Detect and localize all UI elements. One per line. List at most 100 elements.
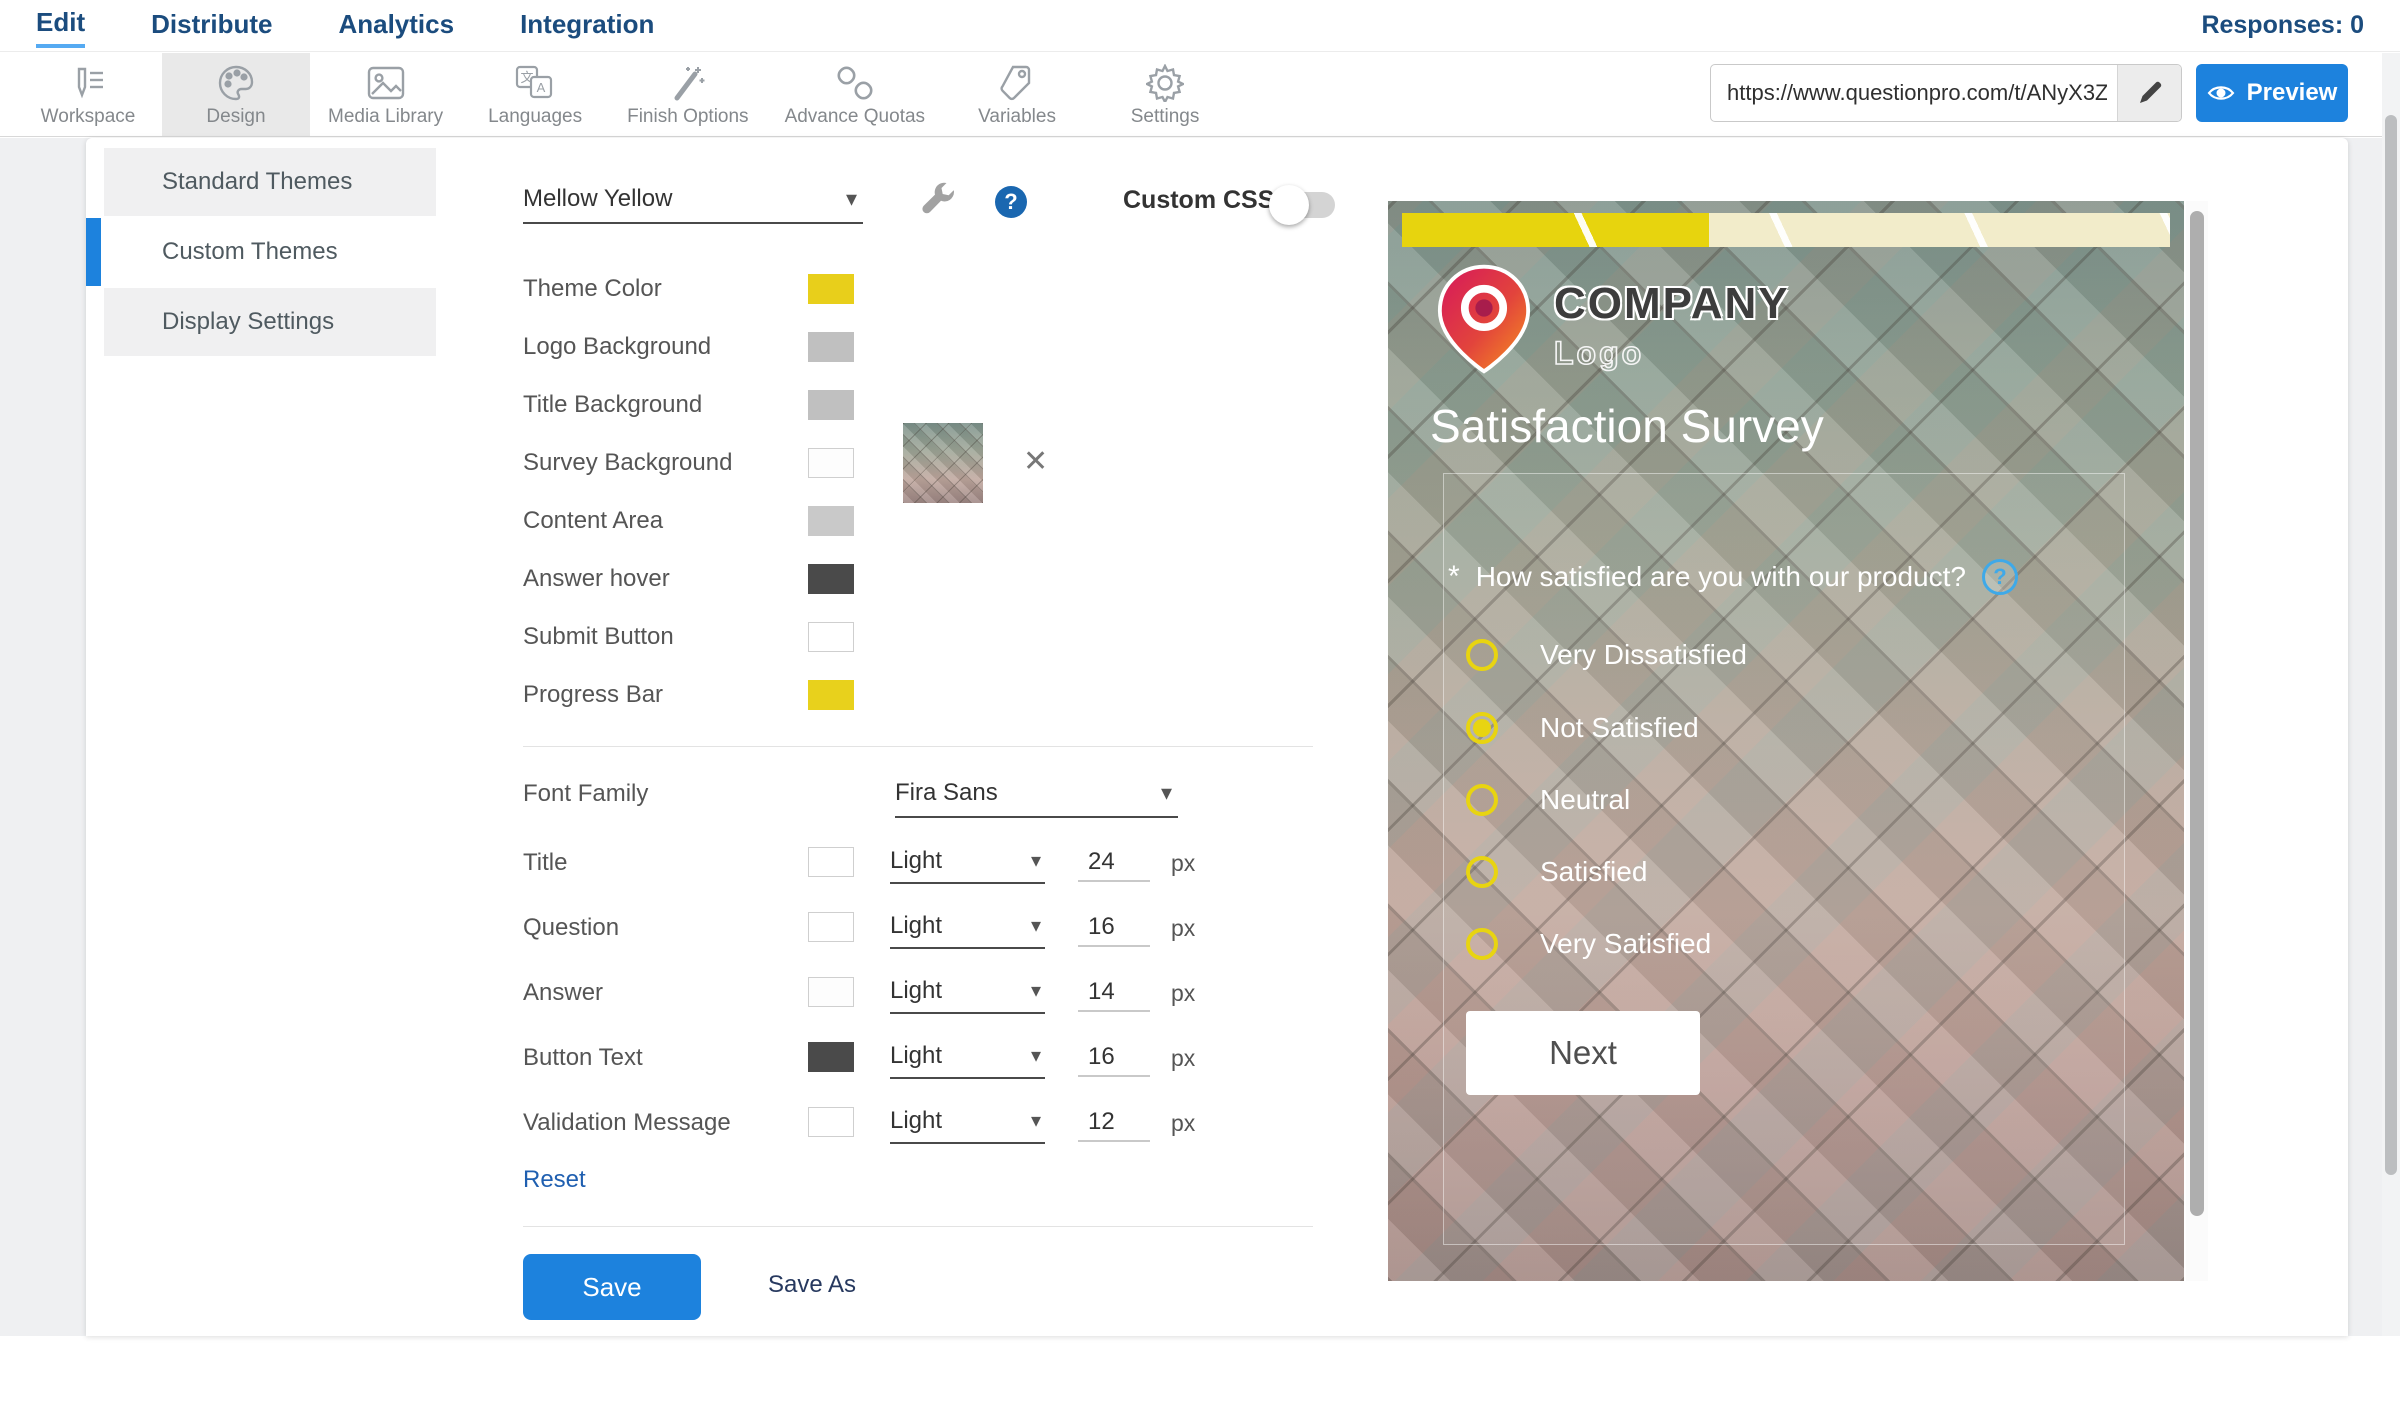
answer-weight-select[interactable]: Light ▾ xyxy=(890,972,1045,1014)
remove-background-image-icon[interactable]: ✕ xyxy=(1023,445,1049,478)
edit-url-button[interactable] xyxy=(2117,65,2181,121)
validation-size-input[interactable] xyxy=(1078,1104,1150,1142)
radio-option[interactable]: Neutral xyxy=(1466,784,1630,816)
chevron-down-icon: ▾ xyxy=(845,186,857,211)
survey-background-swatch[interactable] xyxy=(808,448,854,478)
font-row: Title Light ▾ px xyxy=(523,830,1348,895)
nav-tab-distribute[interactable]: Distribute xyxy=(151,9,273,39)
design-panel-card: Standard Themes Custom Themes Display Se… xyxy=(86,138,2348,1336)
survey-logo: COMPANY Logo xyxy=(1436,263,1790,375)
question-help-icon[interactable]: ? xyxy=(1981,559,2018,595)
required-marker: * xyxy=(1448,560,1460,593)
button-text-size-input[interactable] xyxy=(1078,1039,1150,1077)
question-font-color-swatch[interactable] xyxy=(808,912,854,942)
help-icon[interactable]: ? xyxy=(995,186,1027,218)
design-icon xyxy=(217,63,255,103)
toolbar-item-languages[interactable]: 文 A Languages xyxy=(461,53,609,136)
color-row: Content Area xyxy=(523,492,1348,550)
submit-button-swatch[interactable] xyxy=(808,622,854,652)
radio-button[interactable] xyxy=(1466,639,1498,671)
nav-tab-analytics[interactable]: Analytics xyxy=(338,9,455,39)
font-family-select[interactable]: Fira Sans ▾ xyxy=(895,772,1178,818)
page-scrollbar-thumb[interactable] xyxy=(2385,115,2397,1175)
preview-scrollbar[interactable] xyxy=(2186,201,2208,1281)
customize-theme-button[interactable] xyxy=(918,180,958,220)
theme-select[interactable]: Mellow Yellow ▾ xyxy=(523,178,863,224)
validation-weight-select[interactable]: Light ▾ xyxy=(890,1102,1045,1144)
title-background-swatch[interactable] xyxy=(808,390,854,420)
radio-option[interactable]: Satisfied xyxy=(1466,856,1647,888)
theme-select-value: Mellow Yellow xyxy=(523,185,673,212)
languages-icon: 文 A xyxy=(515,63,555,103)
title-font-color-swatch[interactable] xyxy=(808,847,854,877)
radio-button[interactable] xyxy=(1466,856,1498,888)
next-button[interactable]: Next xyxy=(1466,1011,1700,1095)
progress-bar-swatch[interactable] xyxy=(808,680,854,710)
px-unit-label: px xyxy=(1171,1045,1196,1071)
question-size-input[interactable] xyxy=(1078,909,1150,947)
sidebar-item-standard-themes[interactable]: Standard Themes xyxy=(104,148,436,216)
save-button[interactable]: Save xyxy=(523,1254,701,1320)
toolbar-item-finish-options[interactable]: Finish Options xyxy=(609,53,766,136)
radio-button[interactable] xyxy=(1466,928,1498,960)
preview-button[interactable]: Preview xyxy=(2196,64,2348,122)
title-size-input[interactable] xyxy=(1078,844,1150,882)
toolbar-item-variables[interactable]: Variables xyxy=(943,53,1091,136)
company-logo-sub: Logo xyxy=(1553,334,1645,372)
color-row-label: Title Background xyxy=(523,391,703,418)
eye-icon xyxy=(2207,83,2235,103)
survey-preview: COMPANY Logo Satisfaction Survey * How s… xyxy=(1388,201,2184,1281)
toolbar-item-label: Settings xyxy=(1130,106,1200,127)
save-as-link[interactable]: Save As xyxy=(768,1271,857,1298)
survey-background-image-thumb[interactable] xyxy=(903,423,983,503)
validation-font-color-swatch[interactable] xyxy=(808,1107,854,1137)
sidebar-item-display-settings[interactable]: Display Settings xyxy=(104,288,436,356)
radio-button[interactable] xyxy=(1466,784,1498,816)
chevron-down-icon: ▾ xyxy=(1030,915,1041,937)
scroll-to-top-button[interactable] xyxy=(2396,1384,2400,1424)
reset-link[interactable]: Reset xyxy=(523,1166,586,1193)
toolbar-item-workspace[interactable]: Workspace xyxy=(14,53,162,136)
toolbar-item-advance-quotas[interactable]: Advance Quotas xyxy=(767,53,943,136)
weight-value: Light xyxy=(890,912,943,939)
answer-size-input[interactable] xyxy=(1078,974,1150,1012)
answer-font-color-swatch[interactable] xyxy=(808,977,854,1007)
content-area-swatch[interactable] xyxy=(808,506,854,536)
survey-url-group xyxy=(1710,64,2182,122)
page-scrollbar[interactable] xyxy=(2382,53,2400,1336)
preview-scrollbar-thumb[interactable] xyxy=(2190,211,2204,1216)
nav-tab-integration[interactable]: Integration xyxy=(520,9,655,39)
radio-button[interactable] xyxy=(1466,712,1498,744)
radio-option[interactable]: Very Dissatisfied xyxy=(1466,639,1747,671)
answer-hover-swatch[interactable] xyxy=(808,564,854,594)
theme-color-swatch[interactable] xyxy=(808,274,854,304)
chevrons-up-icon xyxy=(2396,1384,2400,1424)
radio-option[interactable]: Very Satisfied xyxy=(1466,928,1711,960)
theme-selector-row: Mellow Yellow ▾ ? Custom CSS xyxy=(523,178,1348,228)
button-text-color-swatch[interactable] xyxy=(808,1042,854,1072)
toolbar-item-label: Workspace xyxy=(40,106,136,127)
radio-option[interactable]: Not Satisfied xyxy=(1466,712,1699,744)
custom-css-toggle[interactable] xyxy=(1269,185,1335,225)
color-row-label: Answer hover xyxy=(523,565,670,592)
px-unit-label: px xyxy=(1171,980,1196,1006)
logo-background-swatch[interactable] xyxy=(808,332,854,362)
toolbar-item-media-library[interactable]: Media Library xyxy=(310,53,461,136)
radio-option-label: Very Dissatisfied xyxy=(1540,639,1747,670)
chevron-down-icon: ▾ xyxy=(1030,980,1041,1002)
progress-bar-stripes xyxy=(1402,213,2170,247)
question-text: How satisfied are you with our product? xyxy=(1475,561,1966,592)
survey-url-input[interactable] xyxy=(1711,80,2117,106)
radio-option-label: Very Satisfied xyxy=(1540,928,1712,959)
button-text-weight-select[interactable]: Light ▾ xyxy=(890,1037,1045,1079)
nav-tab-edit[interactable]: Edit xyxy=(36,3,86,48)
toolbar-item-design[interactable]: Design xyxy=(162,53,310,136)
sidebar-item-custom-themes[interactable]: Custom Themes xyxy=(86,218,436,286)
color-row: Submit Button xyxy=(523,608,1348,666)
title-weight-select[interactable]: Light ▾ xyxy=(890,842,1045,884)
toggle-knob xyxy=(1269,185,1309,225)
font-row-label: Button Text xyxy=(523,1044,643,1071)
toolbar-item-label: Design xyxy=(206,106,266,127)
question-weight-select[interactable]: Light ▾ xyxy=(890,907,1045,949)
toolbar-item-settings[interactable]: Settings xyxy=(1091,53,1239,136)
